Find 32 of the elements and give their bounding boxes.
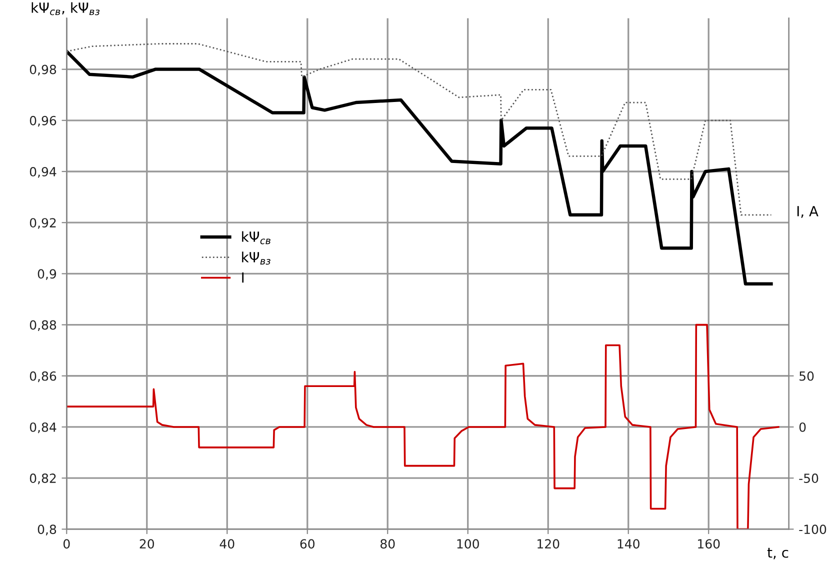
y2-axis-title: I, A xyxy=(797,206,818,218)
x-tick-label: 160 xyxy=(698,539,720,549)
y-tick-label: 0,9 xyxy=(38,269,56,280)
legend-label: kΨ$_{вз}$ xyxy=(242,252,270,265)
y-tick-label: 0,82 xyxy=(30,474,56,484)
x-tick-label: 100 xyxy=(457,539,479,549)
x-tick-label: 80 xyxy=(380,539,395,549)
x-tick-label: 20 xyxy=(140,539,154,549)
y-axis-title: kΨ$_{св}$, kΨ$_{вз}$ xyxy=(32,2,100,16)
y-tick-label: 0,96 xyxy=(30,116,56,127)
legend-label: kΨ$_{св}$ xyxy=(242,231,270,244)
x-tick-label: 40 xyxy=(220,539,234,549)
line-series xyxy=(66,324,780,530)
y2-tick-label: 0 xyxy=(799,422,806,432)
line-series xyxy=(66,50,773,286)
x-tick-label: 0 xyxy=(63,539,70,549)
y-tick-label: 0,84 xyxy=(30,422,56,434)
y-tick-label: 0,8 xyxy=(38,524,56,536)
x-tick-label: 120 xyxy=(538,539,560,549)
x-tick-label: 60 xyxy=(300,539,314,549)
y-tick-label: 0,92 xyxy=(30,218,56,229)
legend-label: I xyxy=(242,272,244,283)
line-series xyxy=(66,43,772,216)
y-tick-label: 0,88 xyxy=(30,320,56,331)
x-axis-title: t, с xyxy=(767,548,788,560)
y-tick-label: 0,94 xyxy=(30,166,56,178)
y2-tick-label: 50 xyxy=(800,371,814,381)
y2-tick-label: -50 xyxy=(799,474,818,483)
y-tick-label: 0,86 xyxy=(30,371,56,382)
y2-tick-label: -100 xyxy=(799,524,826,534)
x-tick-label: 140 xyxy=(618,539,640,549)
y-tick-label: 0,98 xyxy=(30,64,56,76)
